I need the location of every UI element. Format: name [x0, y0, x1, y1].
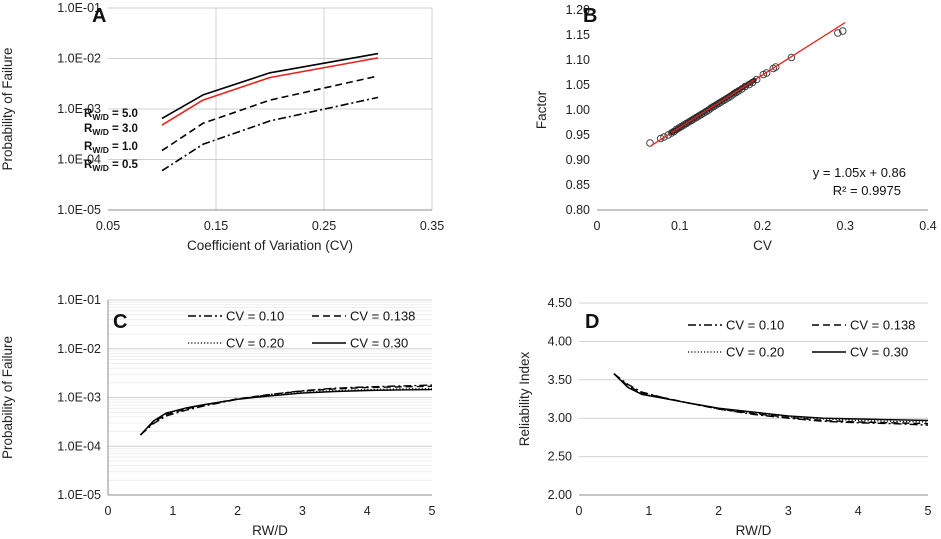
- legend-label: CV = 0.138: [850, 318, 915, 333]
- x-tick-label: 3: [785, 504, 792, 518]
- x-tick-label: 2: [234, 504, 241, 518]
- series-annotation: RW/D = 3.0: [84, 123, 138, 137]
- series-line: [613, 373, 929, 425]
- x-axis-label: RW/D: [736, 523, 772, 538]
- y-tick-label: 1.15: [566, 28, 590, 42]
- scatter-point: [660, 133, 668, 141]
- legend-label: CV = 0.20: [726, 345, 784, 360]
- series-line: [139, 387, 433, 436]
- x-tick-label: 0.3: [837, 219, 854, 233]
- legend-label: CV = 0.30: [350, 336, 408, 351]
- y-tick-label: 1.0E-05: [57, 488, 101, 502]
- y-tick-label: 1.0E-01: [57, 1, 101, 15]
- panel-letter: D: [585, 311, 599, 333]
- x-tick-label: 0: [105, 504, 112, 518]
- y-tick-label: 1.0E-02: [57, 342, 101, 356]
- y-tick-label: 1.0E-03: [57, 391, 101, 405]
- y-tick-label: 3.00: [548, 411, 572, 425]
- legend-label: CV = 0.138: [350, 309, 415, 324]
- scatter-point: [762, 69, 771, 77]
- scatter-point: [787, 53, 796, 62]
- x-tick-label: 0.2: [754, 219, 771, 233]
- y-tick-label: 0.95: [566, 128, 590, 142]
- x-tick-label: 5: [429, 504, 436, 518]
- x-tick-label: 0.15: [204, 219, 228, 233]
- x-tick-label: 0: [576, 504, 583, 518]
- series-line: [161, 52, 379, 120]
- panel-letter: B: [583, 5, 597, 27]
- series-line: [139, 385, 433, 436]
- y-tick-label: 1.05: [566, 78, 590, 92]
- y-tick-label: 1.0E-05: [57, 203, 101, 217]
- y-tick-label: 0.80: [566, 203, 590, 217]
- y-tick-label: 1.00: [566, 103, 590, 117]
- x-tick-label: 0.35: [420, 219, 444, 233]
- panel-d: 2.00 2.50 3.00 3.50 4.00 4.50 0 1 2 3 4 5 RW/D Reliab…: [517, 296, 932, 538]
- x-tick-label: 0: [594, 219, 601, 233]
- panel-letter: A: [92, 5, 106, 27]
- x-axis-label: Coefficient of Variation (CV): [187, 238, 353, 253]
- series-line: [613, 373, 929, 426]
- trendline-r2: R² = 0.9975: [833, 183, 901, 198]
- panel-b: 0.80 0.85 0.90 0.95 1.00 1.05 1.10 1.15 1.20 0 0.1…: [534, 3, 937, 253]
- scatter-point: [656, 134, 665, 143]
- series-line: [139, 388, 433, 436]
- scatter-point: [759, 70, 768, 79]
- x-tick-label: 1: [169, 504, 176, 518]
- x-tick-label: 1: [645, 504, 652, 518]
- x-axis-label: RW/D: [252, 523, 288, 538]
- legend-label: CV = 0.20: [226, 336, 284, 351]
- y-axis-label: Factor: [534, 90, 549, 129]
- trendline-equation: y = 1.05x + 0.86: [813, 165, 906, 180]
- scatter-point: [839, 27, 847, 35]
- legend-label: CV = 0.30: [850, 345, 908, 360]
- scatter-point: [834, 29, 842, 37]
- panel-a: 1.0E-05 1.0E-04 1.0E-03 1.0E-02 1.0E-01 0.05 0…: [0, 1, 444, 253]
- y-axis-label: Probability of Failure: [0, 47, 15, 170]
- legend-label: CV = 0.10: [226, 309, 284, 324]
- y-tick-label: 2.00: [548, 488, 572, 502]
- legend-label: CV = 0.10: [726, 318, 784, 333]
- series-line: [139, 384, 433, 436]
- x-tick-label: 5: [925, 504, 932, 518]
- scatter-point: [646, 139, 654, 147]
- y-tick-label: 1.0E-02: [57, 52, 101, 66]
- y-tick-label: 0.90: [566, 153, 590, 167]
- x-tick-label: 0.05: [96, 219, 120, 233]
- y-tick-label: 1.0E-01: [57, 293, 101, 307]
- y-tick-label: 2.50: [548, 450, 572, 464]
- series-line: [613, 373, 929, 423]
- x-tick-label: 0.1: [671, 219, 688, 233]
- series-line: [161, 57, 379, 126]
- y-axis-label: Reliability Index: [517, 351, 532, 446]
- y-tick-label: 3.50: [548, 373, 572, 387]
- x-tick-label: 3: [299, 504, 306, 518]
- x-axis-label: CV: [753, 238, 772, 253]
- x-tick-label: 0.25: [312, 219, 336, 233]
- y-tick-label: 1.0E-03: [57, 102, 101, 116]
- y-tick-label: 1.10: [566, 53, 590, 67]
- x-tick-label: 2: [715, 504, 722, 518]
- y-axis-label: Probability of Failure: [0, 336, 15, 459]
- series-line: [161, 75, 379, 152]
- trendline-overlay: [671, 79, 755, 134]
- panel-letter: C: [113, 311, 127, 333]
- y-tick-label: 0.85: [566, 178, 590, 192]
- series-line: [613, 373, 929, 422]
- y-tick-label: 1.0E-04: [57, 439, 101, 453]
- x-tick-label: 0.4: [919, 219, 936, 233]
- x-tick-label: 4: [855, 504, 862, 518]
- series-line: [161, 96, 379, 172]
- series-annotation: RW/D = 1.0: [84, 141, 138, 155]
- y-tick-label: 1.0E-04: [57, 153, 101, 167]
- x-tick-label: 4: [364, 504, 371, 518]
- panel-c: 1.0E-05 1.0E-04 1.0E-03 1.0E-02 1.0E-01 0 1 2 3 4…: [0, 293, 436, 538]
- y-tick-label: 4.00: [548, 334, 572, 348]
- y-tick-label: 1.20: [566, 3, 590, 17]
- series-annotation: RW/D = 5.0: [84, 108, 138, 122]
- series-annotation: RW/D = 0.5: [84, 159, 139, 173]
- y-tick-label: 4.50: [548, 296, 572, 310]
- scatter-point: [771, 63, 780, 71]
